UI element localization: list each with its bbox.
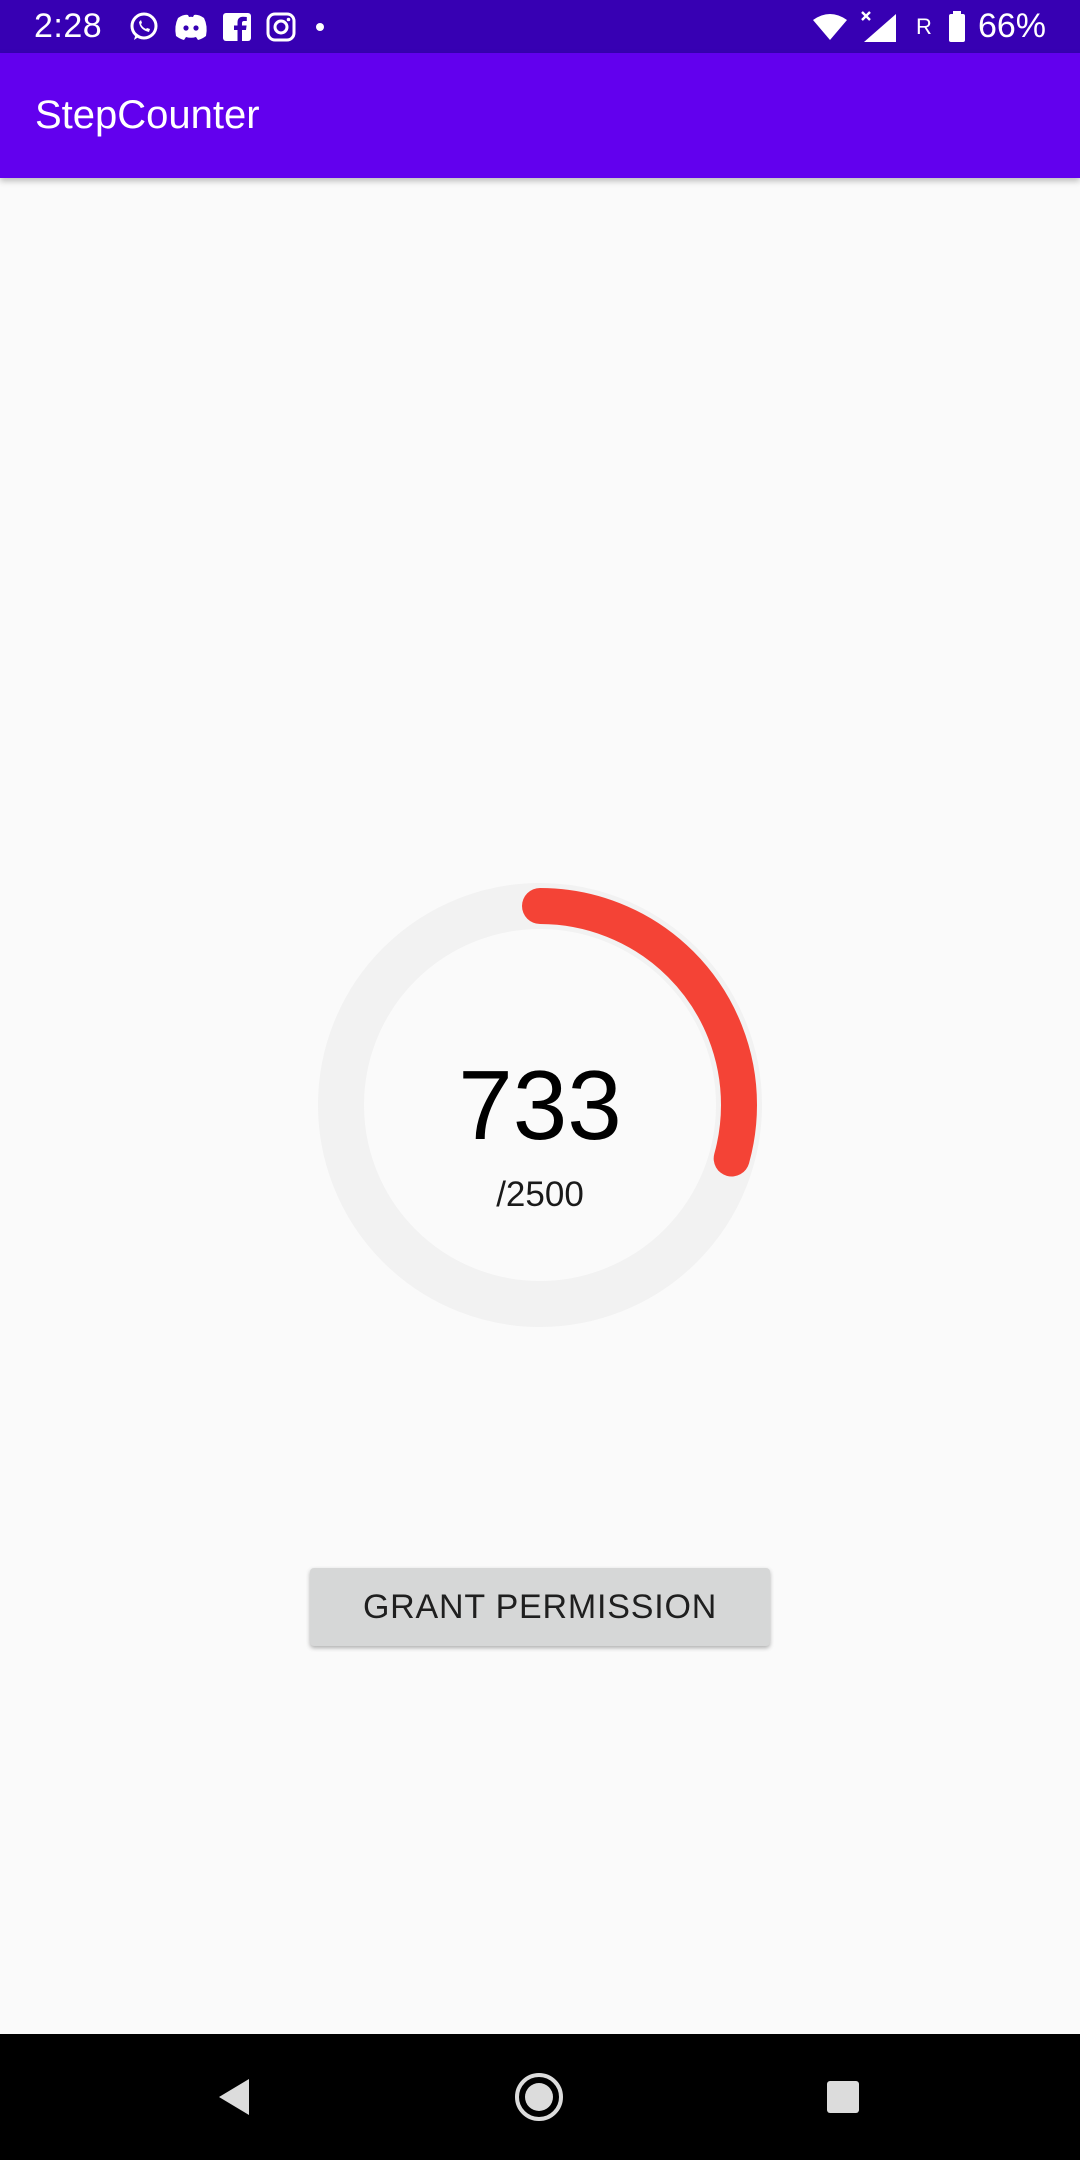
battery-percent: 66%: [977, 7, 1046, 45]
step-goal: /2500: [496, 1175, 584, 1214]
step-count: 733: [458, 1050, 622, 1160]
wifi-icon: [812, 13, 848, 41]
app-bar: StepCounter: [0, 53, 1080, 178]
step-progress-ring: 733 /2500: [316, 881, 764, 1329]
battery-icon: [948, 10, 966, 43]
discord-icon: [174, 12, 208, 42]
whatsapp-icon: [128, 11, 160, 43]
home-icon: [513, 2071, 565, 2123]
cellular-signal-icon: [860, 10, 900, 44]
progress-ring-graphic: [318, 883, 762, 1327]
facebook-icon: [222, 12, 252, 42]
navigation-bar: [0, 2034, 1080, 2160]
status-time: 2:28: [34, 7, 103, 45]
grant-permission-button[interactable]: GRANT PERMISSION: [310, 1568, 770, 1646]
notification-icons: [128, 11, 330, 43]
back-button[interactable]: [189, 2062, 279, 2132]
more-dot-icon: [310, 17, 330, 37]
status-right: R 66%: [812, 7, 1046, 46]
recents-icon: [825, 2079, 861, 2115]
roaming-indicator: R: [916, 13, 932, 39]
status-bar: 2:28: [0, 0, 1080, 53]
app-title: StepCounter: [35, 93, 260, 137]
home-button[interactable]: [494, 2062, 584, 2132]
recents-button[interactable]: [798, 2062, 888, 2132]
back-icon: [217, 2077, 251, 2117]
instagram-icon: [266, 12, 296, 42]
progress-fill: [323, 888, 757, 1322]
